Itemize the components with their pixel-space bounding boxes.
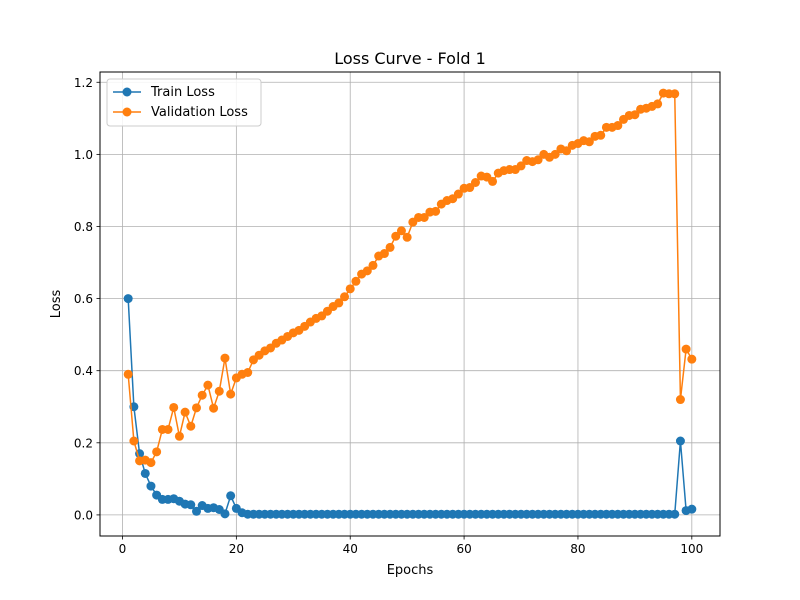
validation-loss-point bbox=[214, 386, 224, 396]
validation-loss-point bbox=[613, 121, 623, 131]
y-tick-label: 0.8 bbox=[74, 220, 93, 234]
plot-area-background bbox=[100, 72, 720, 536]
validation-loss-point bbox=[169, 402, 179, 412]
validation-loss-point bbox=[180, 407, 190, 417]
validation-loss-point bbox=[516, 161, 526, 171]
validation-loss-point bbox=[129, 436, 139, 446]
y-tick-label: 1.2 bbox=[74, 76, 93, 90]
legend-box bbox=[106, 78, 262, 127]
validation-loss-point bbox=[596, 130, 606, 140]
validation-loss-point bbox=[368, 260, 378, 270]
validation-loss-point bbox=[550, 149, 560, 159]
plot-area-frame bbox=[99, 71, 721, 537]
validation-loss-point bbox=[345, 284, 355, 294]
validation-loss-point bbox=[203, 380, 213, 390]
y-tick-label: 1.0 bbox=[74, 148, 93, 162]
x-tick-label: 80 bbox=[570, 542, 585, 556]
validation-loss-point bbox=[351, 276, 361, 286]
grid-lines bbox=[100, 72, 720, 536]
validation-loss-point bbox=[385, 242, 395, 252]
train-loss-point bbox=[146, 481, 156, 491]
validation-loss-point bbox=[584, 137, 594, 147]
legend: Train Loss Validation Loss bbox=[106, 78, 262, 127]
train-loss-point bbox=[140, 468, 150, 478]
series-train-loss bbox=[123, 294, 697, 519]
validation-loss-point bbox=[226, 389, 236, 399]
chart-title: Loss Curve - Fold 1 bbox=[334, 49, 486, 68]
train-loss-point bbox=[670, 509, 680, 519]
validation-loss-point bbox=[186, 421, 196, 431]
x-tick-label: 0 bbox=[119, 542, 127, 556]
validation-loss-point bbox=[488, 176, 498, 186]
validation-loss-point bbox=[630, 110, 640, 120]
legend-validation-label: Validation Loss bbox=[151, 105, 248, 120]
validation-loss-point bbox=[681, 344, 691, 354]
series-layer bbox=[123, 88, 697, 519]
validation-loss-point bbox=[379, 249, 389, 259]
legend-train-marker bbox=[122, 87, 132, 97]
validation-loss-point bbox=[453, 189, 463, 199]
validation-loss-point bbox=[243, 368, 253, 377]
y-axis-label: Loss bbox=[49, 290, 64, 319]
validation-loss-point bbox=[653, 99, 663, 109]
validation-loss-point bbox=[220, 353, 230, 363]
y-tick-label: 0.2 bbox=[74, 436, 93, 450]
validation-loss-point bbox=[174, 431, 184, 441]
x-axis-ticks: 0 20 40 60 80 100 bbox=[119, 536, 703, 556]
validation-loss-point bbox=[687, 354, 697, 364]
series-validation-loss bbox=[123, 88, 697, 468]
y-axis-ticks: 0.0 0.2 0.4 0.6 0.8 1.0 1.2 bbox=[74, 76, 100, 522]
train-loss-point bbox=[226, 491, 236, 501]
validation-loss-point bbox=[533, 155, 543, 165]
validation-loss-point bbox=[197, 390, 207, 400]
train-loss-point bbox=[123, 294, 133, 304]
train-loss-point bbox=[186, 500, 196, 510]
validation-loss-point bbox=[470, 178, 480, 187]
validation-loss-point bbox=[152, 447, 162, 457]
y-tick-label: 0.4 bbox=[74, 364, 93, 378]
train-loss-point bbox=[687, 504, 697, 514]
validation-loss-point bbox=[163, 424, 173, 434]
x-tick-label: 100 bbox=[680, 542, 703, 556]
validation-loss-point bbox=[391, 231, 401, 241]
validation-loss-point bbox=[402, 232, 412, 242]
validation-loss-point bbox=[340, 292, 350, 302]
legend-train-label: Train Loss bbox=[150, 85, 215, 100]
y-tick-label: 0.0 bbox=[74, 508, 93, 522]
y-tick-label: 0.6 bbox=[74, 292, 93, 306]
train-loss-point bbox=[220, 509, 230, 519]
validation-loss-point bbox=[675, 395, 685, 405]
validation-loss-point bbox=[123, 369, 133, 379]
x-axis-label: Epochs bbox=[387, 563, 434, 578]
validation-loss-point bbox=[192, 403, 201, 413]
validation-loss-point bbox=[362, 266, 372, 276]
x-tick-label: 60 bbox=[456, 542, 471, 556]
x-tick-label: 40 bbox=[343, 542, 358, 556]
x-tick-label: 20 bbox=[229, 542, 244, 556]
validation-loss-point bbox=[209, 403, 219, 413]
validation-loss-point bbox=[419, 212, 429, 222]
validation-loss-point bbox=[146, 458, 156, 468]
validation-loss-point bbox=[334, 298, 344, 308]
validation-loss-point bbox=[396, 226, 406, 236]
train-loss-point bbox=[675, 436, 685, 446]
validation-loss-point bbox=[562, 146, 572, 156]
train-loss-point bbox=[192, 506, 201, 516]
validation-loss-point bbox=[431, 206, 441, 216]
legend-validation-marker bbox=[122, 107, 132, 117]
validation-loss-point bbox=[670, 89, 680, 99]
